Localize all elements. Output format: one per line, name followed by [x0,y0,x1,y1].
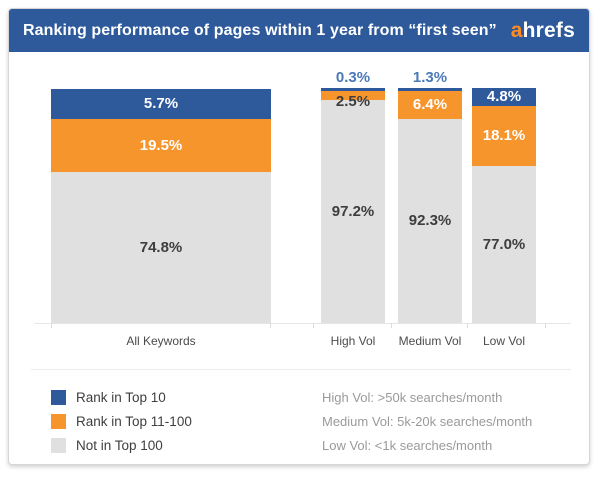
note-item: Medium Vol: 5k-20k searches/month [322,414,533,429]
value-label-low-vol-not-in-top-100: 77.0% [482,235,526,253]
value-label-low-vol-rank-in-top-10: 4.8% [486,88,522,105]
segment-high-vol-rank-in-top-11-100 [321,91,385,100]
category-label-low-vol: Low Vol [482,334,526,348]
axis-tick [467,323,468,328]
category-label-all-keywords: All Keywords [126,334,196,348]
segment-low-vol-rank-in-top-10 [472,88,536,106]
legend-swatch-not-in-top-100 [51,438,66,453]
bar-medium-vol [398,88,462,323]
x-axis-line [34,323,571,324]
legend-item-rank-in-top-10: Rank in Top 10 [51,390,192,405]
segment-medium-vol-rank-in-top-11-100 [398,91,462,119]
category-label-medium-vol: Medium Vol [398,334,462,348]
axis-tick [313,323,314,328]
segment-low-vol-not-in-top-100 [472,166,536,323]
header-bar: Ranking performance of pages within 1 ye… [9,9,589,52]
value-label-medium-vol-rank-in-top-11-100: 6.4% [412,96,448,113]
value-label-medium-vol-not-in-top-100: 92.3% [408,212,452,229]
volume-notes: High Vol: >50k searches/month Medium Vol:… [322,390,532,453]
segment-all-keywords-rank-in-top-10 [51,89,271,119]
value-label-high-vol-not-in-top-100: 97.2% [331,202,375,220]
axis-tick [545,323,546,328]
segment-all-keywords-rank-in-top-11-100 [51,119,271,172]
legend-label-rank-in-top-11-100: Rank in Top 11-100 [76,414,192,429]
segment-medium-vol-rank-in-top-10 [398,88,462,91]
ahrefs-logo-accent: a [510,18,523,42]
legend: Rank in Top 10 Rank in Top 11-100 Not in T… [51,390,192,453]
category-label-high-vol: High Vol [330,334,376,348]
chart-area: 5.7% 19.5% 74.8% All Keywords 0.3% 2.5% 97.2% H… [9,9,589,464]
bar-all-keywords [51,89,271,323]
note-item: Low Vol: <1k searches/month [322,438,493,453]
legend-label-rank-in-top-10: Rank in Top 10 [76,390,166,405]
value-label-all-keywords-rank-in-top-11-100: 19.5% [139,136,183,154]
axis-tick [51,323,52,328]
value-label-low-vol-rank-in-top-11-100: 18.1% [482,127,526,144]
axis-tick [270,323,271,328]
ahrefs-logo-rest: hrefs [522,18,575,42]
separator-line [31,369,571,370]
value-label-all-keywords-rank-in-top-10: 5.7% [143,95,179,112]
legend-item-rank-in-top-11-100: Rank in Top 11-100 [51,414,192,429]
value-label-all-keywords-not-in-top-100: 74.8% [139,238,183,256]
bar-low-vol [472,88,536,323]
legend-swatch-rank-in-top-11-100 [51,414,66,429]
ahrefs-logo: ahrefs [511,19,575,43]
axis-tick [391,323,392,328]
segment-high-vol-not-in-top-100 [321,100,385,323]
note-item: High Vol: >50k searches/month [322,390,503,405]
legend-label-not-in-top-100: Not in Top 100 [76,438,163,453]
legend-item-not-in-top-100: Not in Top 100 [51,438,192,453]
chart-card: Ranking performance of pages within 1 ye… [8,8,590,465]
legend-swatch-rank-in-top-10 [51,390,66,405]
segment-high-vol-rank-in-top-10 [321,88,385,91]
segment-low-vol-rank-in-top-11-100 [472,106,536,166]
chart-title: Ranking performance of pages within 1 ye… [23,21,497,39]
value-label-medium-vol-rank-in-top-10: 1.3% [412,69,448,86]
segment-all-keywords-not-in-top-100 [51,172,271,323]
value-label-high-vol-rank-in-top-11-100: 2.5% [335,93,371,110]
bar-high-vol [321,88,385,323]
segment-medium-vol-not-in-top-100 [398,119,462,323]
value-label-high-vol-rank-in-top-10: 0.3% [335,69,371,86]
